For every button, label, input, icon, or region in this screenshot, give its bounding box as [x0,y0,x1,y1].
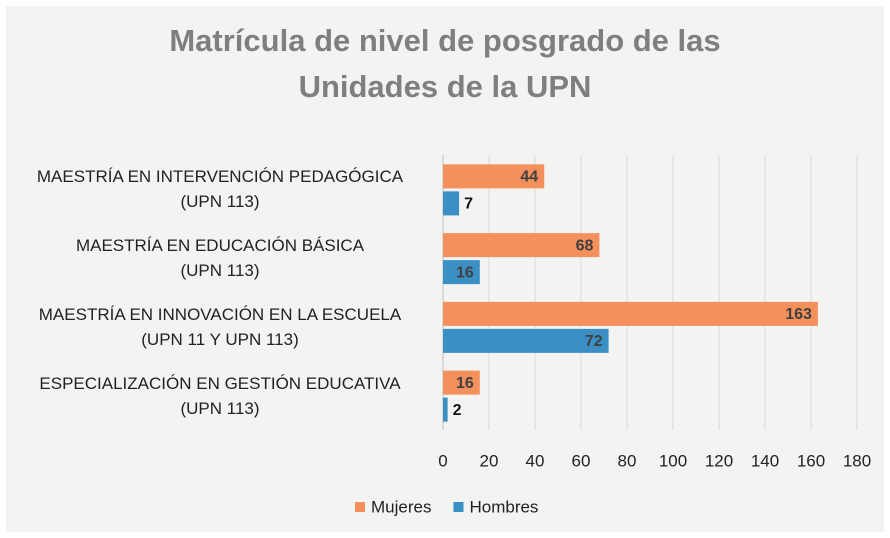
x-tick-label: 120 [705,451,733,470]
bar [443,260,480,285]
bar [443,164,545,189]
bar [443,233,600,258]
data-label: 72 [585,333,603,350]
x-tick-label: 0 [438,451,447,470]
legend-label: Hombres [469,497,538,516]
x-tick-label: 180 [843,451,871,470]
x-tick-label: 140 [751,451,779,470]
bar [443,328,609,353]
data-label: 163 [785,306,812,323]
data-label: 2 [453,402,462,419]
x-tick-label: 40 [526,451,545,470]
bar [443,370,480,395]
y-tick-label: MAESTRÍA EN EDUCACIÓN BÁSICA (UPN 113) [75,236,365,281]
y-tick-label: MAESTRÍA EN INTERVENCIÓN PEDAGÓGICA (UPN… [36,167,404,212]
y-tick-label: MAESTRÍA EN INNOVACIÓN EN LA ESCUELA (UP… [38,304,402,349]
data-label: 7 [464,196,473,213]
y-tick-label: ESPECIALIZACIÓN EN GESTIÓN EDUCATIVA (UP… [39,373,401,418]
bar [443,301,818,326]
data-label: 44 [520,169,538,186]
x-tick-label: 100 [659,451,687,470]
x-tick-label: 60 [572,451,591,470]
chart-title: Matrícula de nivel de posgrado de las Un… [169,23,721,104]
bar [443,191,460,216]
data-label: 16 [456,264,474,281]
data-label: 68 [576,237,594,254]
legend-swatch [453,502,464,512]
legend-swatch [355,502,365,512]
x-tick-label: 80 [618,451,637,470]
bar [443,397,448,422]
x-tick-label: 160 [797,451,825,470]
data-label: 16 [456,375,474,392]
legend-label: Mujeres [371,497,431,516]
x-tick-label: 20 [480,451,499,470]
